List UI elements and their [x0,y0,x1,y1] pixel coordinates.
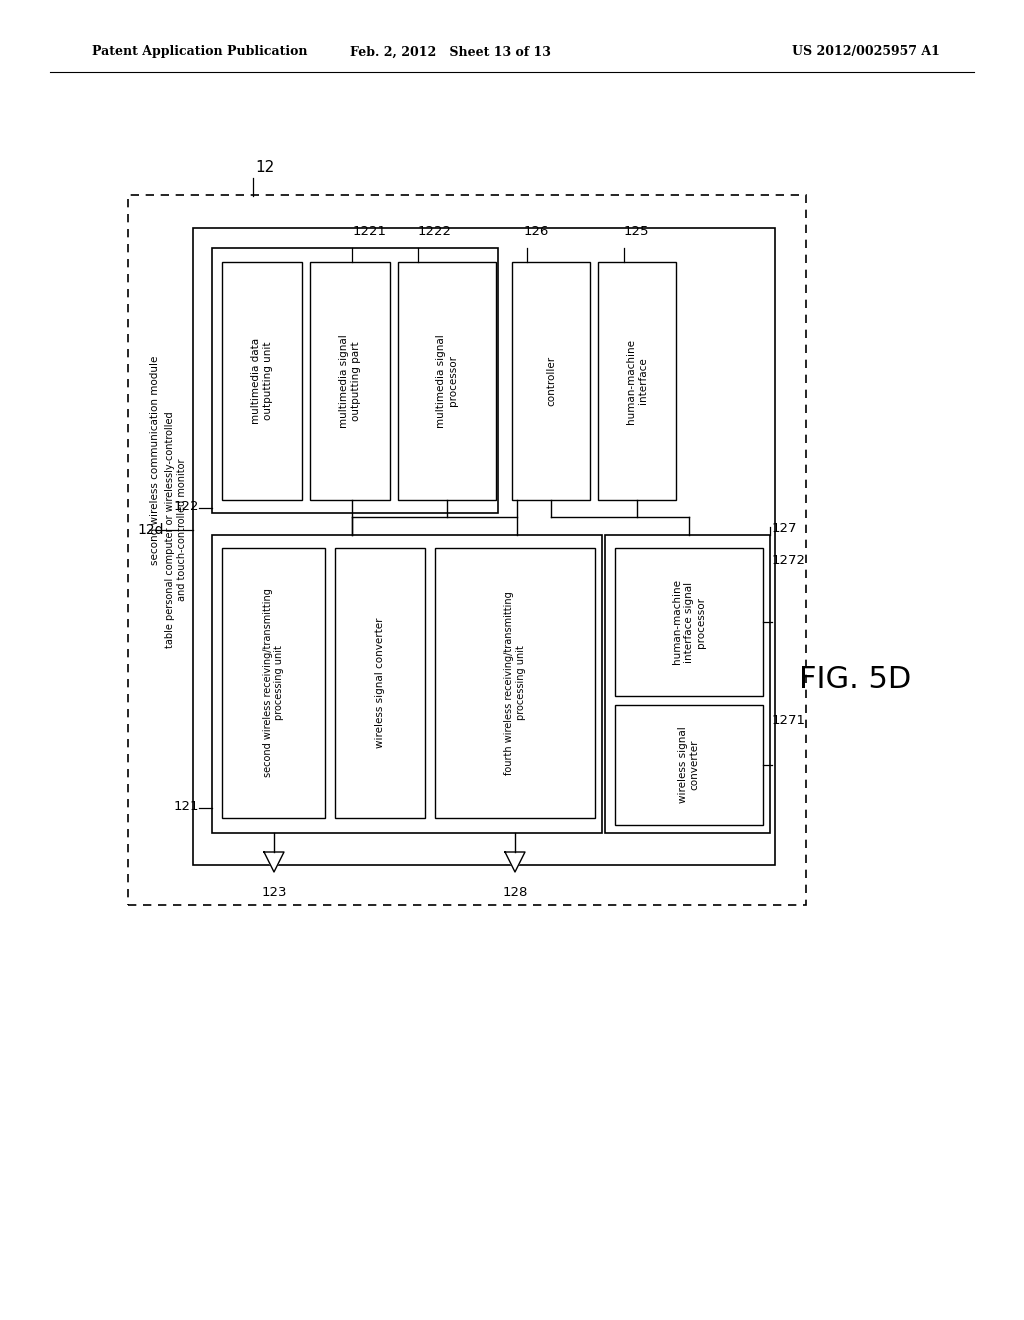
Text: table personal computer or wirelessly-controlled
and touch-controlled monitor: table personal computer or wirelessly-co… [165,412,186,648]
Text: multimedia data
outputting unit: multimedia data outputting unit [251,338,272,424]
Bar [310,261,390,500]
Bar [212,535,602,833]
Bar [222,548,325,818]
Text: 121: 121 [173,800,199,813]
Text: 126: 126 [523,224,549,238]
Text: US 2012/0025957 A1: US 2012/0025957 A1 [793,45,940,58]
Bar [435,548,595,818]
Text: 1272: 1272 [772,553,806,566]
Text: human-machine
interface: human-machine interface [627,338,648,424]
Text: Patent Application Publication: Patent Application Publication [92,45,307,58]
Text: wireless signal converter: wireless signal converter [375,618,385,748]
Bar [212,248,498,513]
Text: 127: 127 [772,521,798,535]
Text: multimedia signal
outputting part: multimedia signal outputting part [339,334,360,428]
Bar [398,261,496,500]
Text: wireless signal
converter: wireless signal converter [678,726,699,804]
Bar [222,261,302,500]
Text: FIG. 5D: FIG. 5D [799,665,911,694]
Text: 1222: 1222 [418,224,452,238]
Text: 123: 123 [261,887,287,899]
Bar [598,261,676,500]
Text: 125: 125 [624,224,649,238]
Text: Feb. 2, 2012   Sheet 13 of 13: Feb. 2, 2012 Sheet 13 of 13 [349,45,551,58]
Text: 1221: 1221 [353,224,387,238]
Polygon shape [505,851,525,873]
Bar [615,548,763,696]
Text: multimedia signal
processor: multimedia signal processor [436,334,458,428]
Bar [335,548,425,818]
Bar [615,705,763,825]
Text: human-machine
interface signal
processor: human-machine interface signal processor [673,579,706,664]
Text: 128: 128 [503,887,527,899]
Text: second wireless receiving/transmitting
processing unit: second wireless receiving/transmitting p… [263,589,285,777]
Text: 12d: 12d [137,523,164,537]
Text: 12: 12 [255,160,274,176]
Polygon shape [264,851,284,873]
Text: 1271: 1271 [772,714,806,726]
Text: controller: controller [546,356,556,407]
Text: second wireless communication module: second wireless communication module [150,355,160,565]
Bar [605,535,770,833]
Bar [128,195,806,906]
Bar [512,261,590,500]
Text: 122: 122 [173,500,199,513]
Bar [193,228,775,865]
Text: fourth wireless receiving/transmitting
processing unit: fourth wireless receiving/transmitting p… [504,591,525,775]
